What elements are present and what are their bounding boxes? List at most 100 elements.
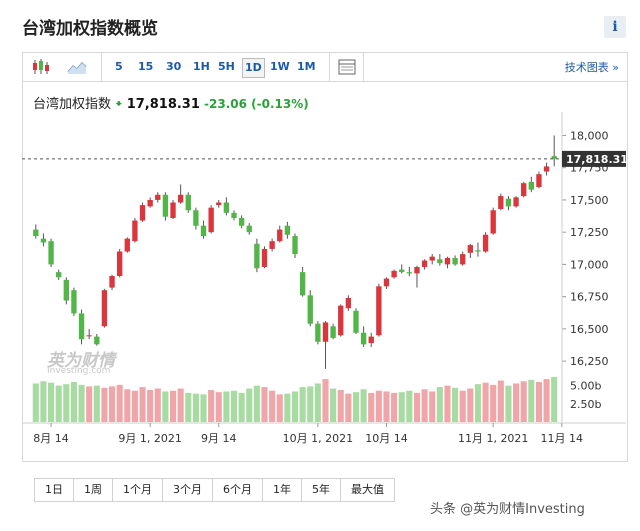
legend-change: -23.06 <box>204 97 247 111</box>
candle-body <box>521 183 527 197</box>
candle-body <box>208 207 214 233</box>
volume-bar <box>48 382 55 422</box>
volume-tick-label: 5.00b <box>570 380 601 393</box>
y-tick-label: 17,250 <box>570 226 609 239</box>
range-button[interactable]: 1年 <box>263 479 302 501</box>
candle-body <box>277 229 283 242</box>
x-tick-label: 10月 1, 2021 <box>283 432 353 445</box>
timeframe-1d[interactable]: 1D <box>242 58 265 78</box>
candle-body <box>63 279 69 301</box>
candle-body <box>406 272 413 274</box>
range-button[interactable]: 5年 <box>302 479 341 501</box>
candle-body <box>124 238 130 252</box>
range-button[interactable]: 最大值 <box>341 479 394 501</box>
candle-body <box>543 166 550 172</box>
down-arrow-icon: 🠻 <box>115 97 123 111</box>
range-button[interactable]: 1周 <box>74 479 113 501</box>
info-button[interactable]: i <box>604 16 626 38</box>
volume-bar <box>482 382 489 422</box>
page-title: 台湾加权指数概览 <box>22 19 158 39</box>
volume-bar <box>368 392 375 422</box>
watermark-logo: 英为财情 <box>47 351 115 371</box>
candle-body <box>101 290 108 327</box>
candle-body <box>452 257 458 265</box>
timeframe-30[interactable]: 30 <box>166 60 182 73</box>
volume-bar <box>307 386 314 422</box>
range-button[interactable]: 6个月 <box>213 479 263 501</box>
timeframe-15[interactable]: 15 <box>138 60 154 73</box>
timeframe-1w[interactable]: 1W <box>270 60 290 73</box>
candle-body <box>109 276 115 288</box>
timeframe-5[interactable]: 5 <box>115 60 123 73</box>
volume-bar <box>490 384 497 422</box>
volume-bar <box>86 386 93 422</box>
candle-body <box>139 205 146 221</box>
candle-body <box>116 251 123 277</box>
x-tick-label: 10月 14 <box>365 432 408 445</box>
candle-body <box>269 241 275 249</box>
volume-bar <box>406 390 413 422</box>
volume-bar <box>70 382 77 422</box>
candle-body <box>216 202 222 206</box>
volume-bar <box>238 392 245 422</box>
tech-chart-link[interactable]: 技术图表 » <box>564 61 619 74</box>
volume-bar <box>63 384 70 422</box>
watermark-logo-sub: Investing.com <box>47 366 111 376</box>
candle-body <box>78 313 85 340</box>
range-button[interactable]: 3个月 <box>163 479 213 501</box>
candle-body <box>513 197 519 207</box>
volume-bar <box>528 379 535 422</box>
volume-bar <box>551 376 558 422</box>
volume-bar <box>116 384 123 422</box>
timeframe-5h[interactable]: 5H <box>218 60 235 73</box>
candle-body <box>444 257 451 265</box>
legend-price: 17,818.31 <box>126 97 200 112</box>
candle-body <box>238 217 245 226</box>
candle-body <box>391 270 397 278</box>
last-price-label: 17,818.31 <box>566 153 626 166</box>
range-button[interactable]: 1日 <box>35 479 74 501</box>
volume-bar <box>413 392 421 422</box>
candle-body <box>40 238 47 243</box>
candle-body <box>551 156 557 159</box>
candle-body <box>261 248 268 267</box>
candle-body <box>185 194 191 211</box>
candle-body <box>223 202 230 213</box>
range-button[interactable]: 1个月 <box>113 479 163 501</box>
range-selector: 1日 1周 1个月 3个月 6个月 1年 5年 最大值 <box>34 478 395 502</box>
volume-bar <box>520 381 527 422</box>
volume-bar <box>314 383 321 422</box>
candle-body <box>284 225 291 235</box>
volume-bar <box>32 383 39 422</box>
candlestick-icon[interactable] <box>31 58 51 76</box>
candle-body <box>330 326 336 338</box>
candlestick-chart[interactable]: 18,00017,75017,50017,25017,00016,75016,5… <box>22 112 626 462</box>
chart-toolbar: 5 15 30 1H 5H 1D 1W 1M 技术图表 » <box>22 52 628 82</box>
x-tick-label: 11月 1, 2021 <box>458 432 528 445</box>
volume-bar <box>261 387 268 422</box>
timeframe-1m[interactable]: 1M <box>297 60 316 73</box>
candle-body <box>177 194 184 203</box>
volume-bar <box>154 388 161 422</box>
volume-bar <box>330 388 337 422</box>
volume-bar <box>291 391 299 422</box>
volume-bar <box>375 390 382 422</box>
candle-body <box>360 332 367 345</box>
candle-body <box>528 181 534 190</box>
candle-body <box>246 225 252 233</box>
chart-frame <box>22 81 628 462</box>
volume-bar <box>459 390 466 422</box>
candle-body <box>71 290 77 314</box>
volume-bar <box>337 390 344 422</box>
volume-bar <box>185 392 192 422</box>
volume-bar <box>93 385 100 422</box>
area-chart-icon[interactable] <box>67 58 87 76</box>
candle-body <box>200 225 207 237</box>
candle-body <box>353 310 359 333</box>
volume-bar <box>208 390 215 422</box>
timeframe-1h[interactable]: 1H <box>193 60 210 73</box>
grid-table-icon[interactable] <box>337 58 357 76</box>
volume-bar <box>421 389 428 422</box>
volume-bar <box>230 390 238 422</box>
volume-bar <box>131 390 138 422</box>
